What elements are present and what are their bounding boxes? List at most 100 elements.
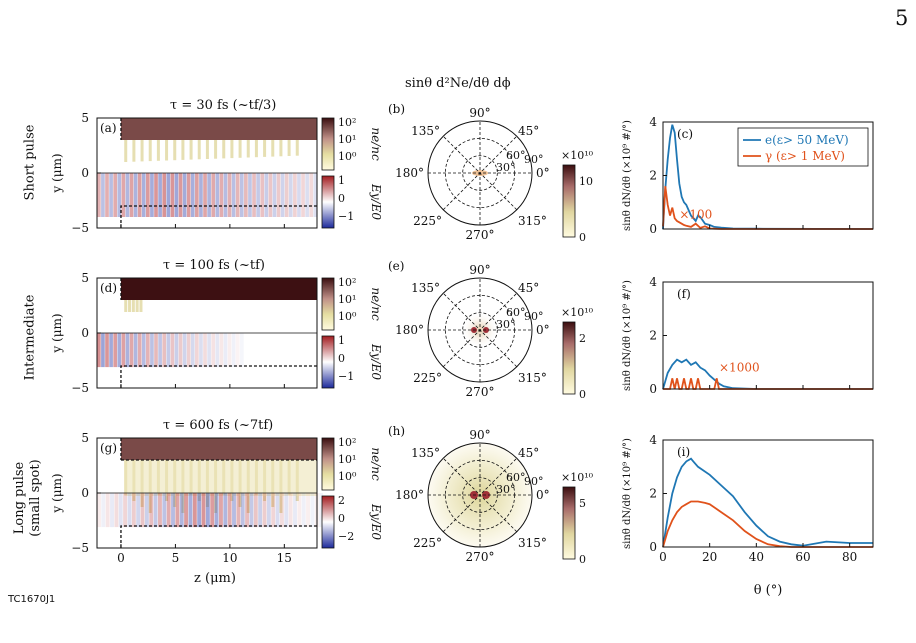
field-stripe-negative <box>223 493 228 528</box>
field-stripe-negative <box>141 333 146 368</box>
density-tick-label: 10¹ <box>338 293 356 306</box>
plasma-filament <box>124 140 128 162</box>
density-map <box>120 278 318 312</box>
y-axis-label: y (μm) <box>50 473 64 513</box>
panel-letter: (h) <box>388 424 405 438</box>
field-stripe-negative <box>205 493 210 528</box>
field-stripe-negative <box>118 493 123 528</box>
colorbar-scale: ×10¹⁰ <box>561 149 594 162</box>
field-stripe-negative <box>117 173 122 217</box>
angle-label-90-inner: 90° <box>524 153 544 166</box>
angle-label-60: 60° <box>506 471 526 484</box>
field-stripe-negative <box>288 173 293 217</box>
field-colorbar <box>321 335 335 389</box>
field-label: Ey/E0 <box>369 343 383 380</box>
field-stripe-positive <box>235 333 240 368</box>
field-stripe-positive <box>260 173 265 217</box>
plasma-filament <box>214 140 218 159</box>
field-stripe-positive <box>276 173 281 217</box>
field-tick-label: 0 <box>338 192 345 205</box>
y-tick-label: 0 <box>649 222 657 236</box>
field-stripe-negative <box>166 333 171 368</box>
plasma-filament <box>140 140 144 162</box>
field-stripe-negative <box>223 333 228 368</box>
y-axis-label: sinθ dN/dθ (×10⁹ #/°) <box>622 280 633 391</box>
x-tick-label: 40 <box>749 550 764 564</box>
angle-label-90-inner: 90° <box>524 310 544 323</box>
field-stripe-positive <box>219 173 224 217</box>
y-tick-label: 0 <box>649 540 657 554</box>
y-tick-label: 2 <box>649 169 657 183</box>
density-colorbar <box>321 277 335 331</box>
field-stripe-negative <box>266 493 271 528</box>
field-stripe-negative <box>199 173 203 217</box>
panel-letter: (f) <box>677 287 691 301</box>
left-title-d: τ = 100 fs (~tf) <box>163 258 265 273</box>
field-tick-label: 2 <box>338 494 345 507</box>
angle-label-30: 30° <box>496 318 516 331</box>
polar-ring <box>462 477 498 513</box>
angle-label-225: 225° <box>413 536 442 550</box>
field-stripe-negative <box>239 333 244 368</box>
plot-frame <box>662 439 874 548</box>
plasma-filament <box>279 140 283 157</box>
x-tick-label: 10 <box>222 551 237 565</box>
field-stripe-negative <box>127 493 132 528</box>
plasma-filament <box>205 140 209 159</box>
density-tick-label: 10² <box>338 116 356 129</box>
field-stripe-negative <box>190 333 195 368</box>
field-stripe-positive <box>146 333 150 368</box>
field-stripe-positive <box>186 333 191 368</box>
colorbar-tick-label: 0 <box>579 553 586 566</box>
y-axis-label: sinθ dN/dθ (×10⁹ #/°) <box>622 120 633 231</box>
angle-label-90: 90° <box>469 428 490 442</box>
field-stripe-positive <box>113 333 118 368</box>
panel-letter: (g) <box>100 441 117 455</box>
field-stripe-positive <box>227 173 232 217</box>
panel-letter: (a) <box>100 121 117 135</box>
left-panel-g: (g) 5 0 −5 0 5 10 15 y (μm) 10² 10¹ 10⁰ 2 0 −2 ne/nc Ey/… <box>50 431 383 565</box>
field-stripe-negative <box>232 493 236 528</box>
y-tick-label: −5 <box>71 541 89 555</box>
polar-spoke <box>442 135 518 211</box>
field-stripe-positive <box>268 173 273 217</box>
field-stripe-positive <box>137 333 142 368</box>
field-stripe-positive <box>195 333 199 368</box>
field-stripe-positive <box>137 173 142 217</box>
field-stripe-positive <box>211 173 216 217</box>
field-stripe-negative <box>240 493 245 528</box>
field-stripe-negative <box>239 173 244 217</box>
polar-ring <box>462 312 498 348</box>
field-stripe-negative <box>207 333 211 368</box>
ejected-plasma <box>124 460 317 496</box>
electron-series-line <box>662 457 873 548</box>
density-label: ne/nc <box>369 447 383 481</box>
density-tick-label: 10⁰ <box>338 310 357 323</box>
field-stripe-positive <box>218 493 223 528</box>
field-stripe-positive <box>271 493 276 528</box>
y-tick-label: 5 <box>81 271 89 285</box>
overdense-target <box>120 278 318 300</box>
plasma-filament <box>230 140 234 159</box>
field-label: Ey/E0 <box>369 183 383 220</box>
field-stripe-positive <box>170 173 175 217</box>
x-tick-label: 5 <box>172 551 180 565</box>
field-stripe-positive <box>195 173 199 217</box>
field-stripe-positive <box>105 333 109 368</box>
overdense-target <box>120 438 318 460</box>
colorbar-tick-label: 0 <box>579 231 586 244</box>
field-stripe-negative <box>248 173 252 217</box>
angle-label-135: 135° <box>411 446 440 460</box>
field-stripe-negative <box>293 493 297 528</box>
field-stripe-negative <box>301 493 306 528</box>
y-tick-label: −5 <box>71 381 89 395</box>
angle-label-0: 0° <box>536 488 550 502</box>
field-map <box>97 493 324 528</box>
left-panel-d: (d) 5 0 −5 y (μm) 10² 10¹ 10⁰ 1 0 −1 ne/nc Ey/E0 <box>50 271 383 395</box>
density-tick-label: 10⁰ <box>338 470 357 483</box>
overdense-target <box>120 118 318 140</box>
field-tick-label: −2 <box>338 530 354 543</box>
electron-series-line <box>662 358 873 390</box>
plasma-filament <box>181 140 185 160</box>
field-stripe-negative <box>305 173 309 217</box>
